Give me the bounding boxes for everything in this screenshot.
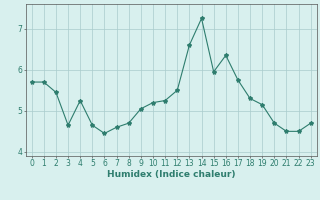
X-axis label: Humidex (Indice chaleur): Humidex (Indice chaleur) [107,170,236,179]
